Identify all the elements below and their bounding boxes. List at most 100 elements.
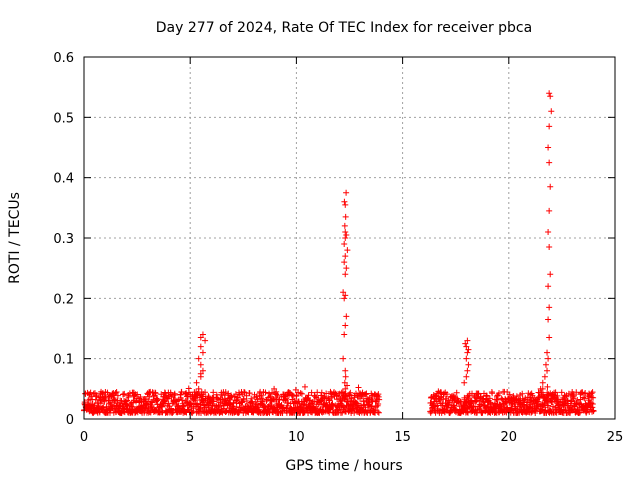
data-point	[546, 334, 553, 341]
data-point	[342, 228, 349, 235]
data-point	[305, 392, 312, 399]
data-point	[197, 343, 204, 350]
data-point	[239, 398, 246, 405]
data-point	[179, 397, 186, 404]
data-point	[544, 349, 551, 356]
x-axis-label: GPS time / hours	[285, 458, 402, 474]
data-point	[354, 400, 361, 407]
data-point	[542, 361, 549, 368]
data-point	[243, 397, 250, 404]
data-point	[249, 400, 256, 407]
data-point	[547, 183, 554, 190]
data-point	[253, 393, 260, 400]
data-point	[582, 389, 589, 396]
data-point	[440, 390, 447, 397]
grid-lines	[84, 57, 615, 419]
data-point	[546, 207, 553, 214]
data-point	[541, 397, 548, 404]
data-point	[144, 400, 151, 407]
data-point	[342, 235, 349, 241]
data-point	[131, 392, 138, 399]
data-point	[318, 389, 325, 396]
data-point	[99, 404, 106, 411]
data-point	[589, 389, 596, 396]
data-point	[376, 396, 383, 403]
data-point	[120, 391, 127, 398]
data-point	[171, 391, 178, 398]
data-point	[504, 389, 511, 396]
data-point	[159, 403, 166, 410]
data-point	[350, 405, 357, 412]
data-point	[453, 389, 460, 396]
data-point	[199, 331, 206, 338]
data-point	[343, 189, 350, 196]
x-tick-label: 15	[394, 430, 411, 445]
data-point	[248, 395, 255, 402]
data-point	[541, 373, 548, 380]
data-point	[343, 393, 350, 400]
data-point	[340, 289, 347, 296]
data-point	[99, 391, 106, 398]
data-point	[545, 402, 552, 409]
data-point	[195, 355, 202, 362]
data-point	[196, 406, 203, 413]
data-point	[532, 409, 539, 416]
data-point	[463, 373, 470, 380]
data-point	[347, 389, 354, 396]
data-point	[149, 399, 156, 406]
data-point	[465, 346, 472, 353]
data-point	[539, 385, 546, 392]
data-point	[343, 265, 350, 272]
data-point	[558, 389, 565, 396]
data-point	[121, 390, 128, 397]
data-point	[430, 404, 437, 411]
data-point	[311, 393, 318, 400]
data-point	[341, 241, 348, 248]
data-point	[341, 198, 348, 205]
data-point	[344, 247, 351, 254]
data-point	[199, 349, 206, 356]
data-point	[589, 404, 596, 411]
x-tick-label: 5	[186, 430, 194, 445]
data-point	[134, 391, 141, 398]
data-point	[570, 392, 577, 399]
data-point	[295, 389, 302, 396]
data-point	[463, 355, 470, 362]
data-point	[227, 396, 234, 403]
data-point	[552, 389, 559, 396]
data-point	[544, 367, 551, 374]
data-point	[545, 355, 552, 362]
data-point	[433, 398, 440, 405]
data-point	[259, 396, 266, 403]
data-point	[343, 313, 350, 320]
data-point	[472, 398, 479, 405]
data-point	[137, 393, 144, 400]
data-point	[126, 390, 133, 397]
data-point	[489, 390, 496, 397]
data-point	[285, 399, 292, 406]
data-point	[234, 394, 241, 401]
y-tick-label: 0.1	[53, 353, 74, 368]
data-point	[197, 334, 204, 341]
data-point	[342, 271, 349, 278]
data-point	[216, 403, 223, 410]
y-tick-label: 0.2	[53, 292, 74, 307]
data-point	[152, 390, 159, 397]
data-point	[498, 395, 505, 402]
data-point	[274, 392, 281, 399]
data-point	[464, 367, 471, 374]
data-point	[464, 349, 471, 356]
data-point	[450, 393, 457, 400]
data-point	[194, 400, 201, 407]
data-points	[81, 90, 597, 416]
y-tick-label: 0.5	[53, 111, 74, 126]
data-point	[300, 408, 307, 415]
data-point	[548, 108, 555, 115]
data-point	[301, 383, 308, 390]
data-point	[341, 222, 348, 229]
data-point	[269, 389, 276, 396]
data-point	[546, 159, 553, 166]
data-point	[180, 402, 187, 409]
data-point	[572, 401, 579, 408]
data-point	[193, 379, 200, 386]
